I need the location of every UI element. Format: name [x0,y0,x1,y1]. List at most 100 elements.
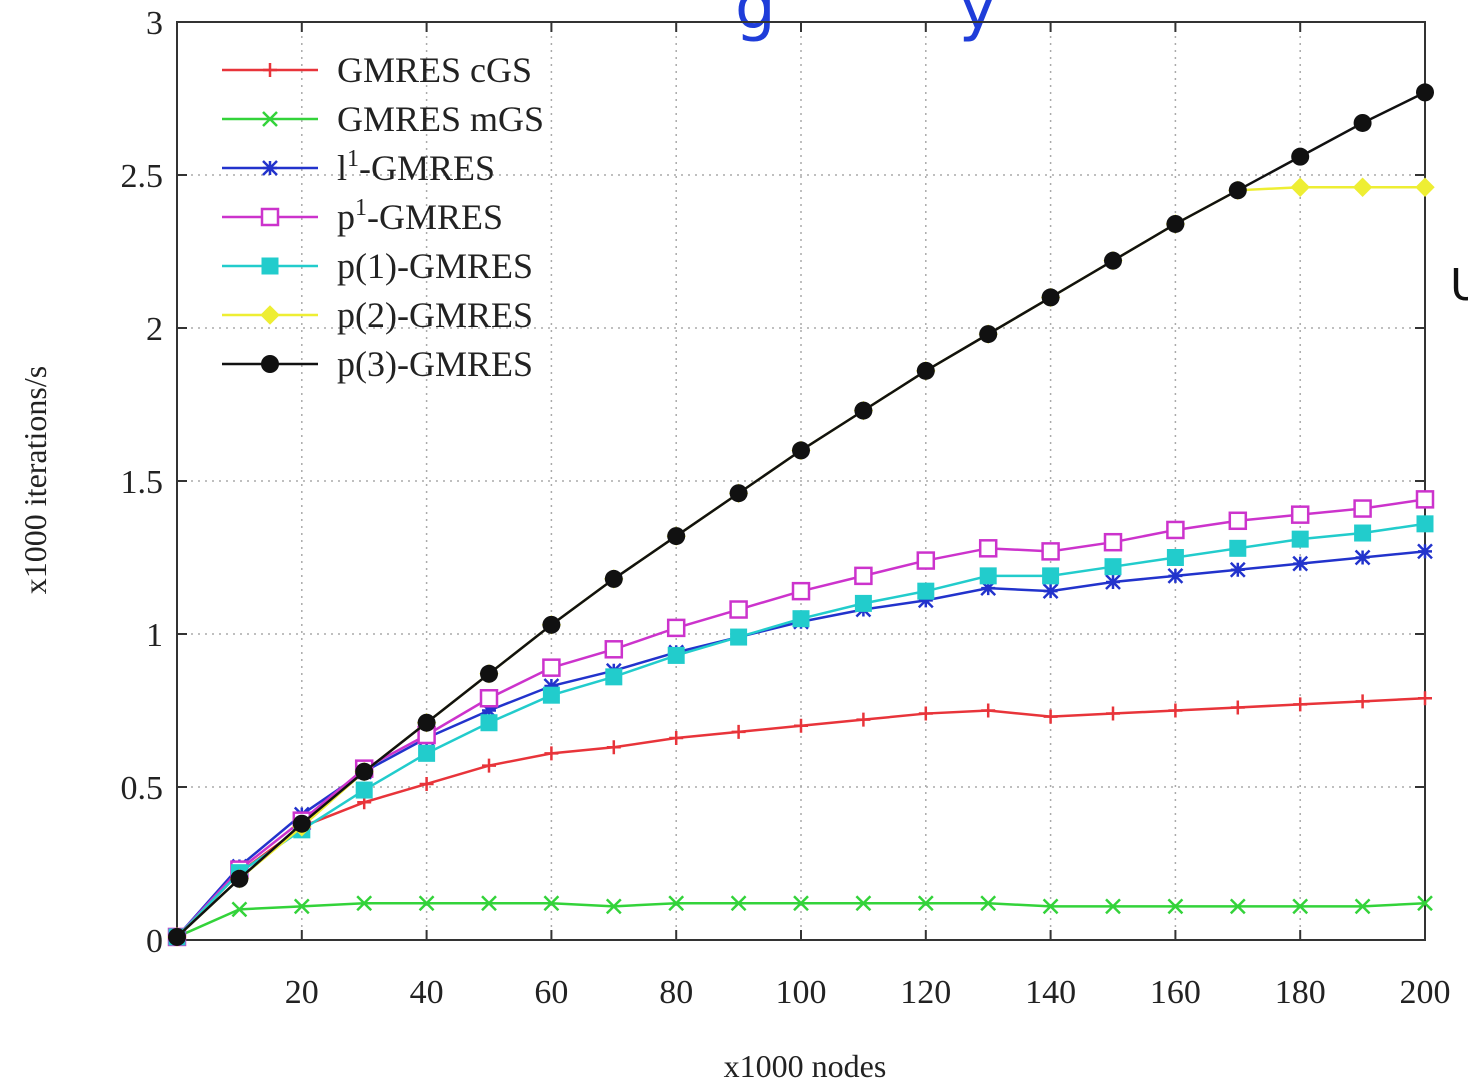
data-point [980,895,997,912]
data-point [604,569,623,588]
data-point [1229,898,1246,915]
data-point [293,898,310,915]
data-point [1166,549,1184,566]
data-point [1355,694,1370,709]
data-point [1228,181,1247,200]
data-point [1290,505,1310,524]
x-tick-label: 60 [534,974,568,1011]
data-point [355,781,373,799]
legend-label: GMRES mGS [337,99,544,139]
x-axis-ticks: 20 40 60 80 100 120 140 160 180 200 [285,22,1451,1011]
data-point [605,898,622,915]
legend-swatch-marker [260,207,280,227]
data-point [1354,524,1372,542]
legend-label: p1-GMRES [337,195,503,237]
data-point [1353,499,1372,518]
data-point [1104,251,1122,270]
series-lines [167,83,1435,947]
data-point [1292,555,1309,572]
y-tick-label: 3 [146,5,163,42]
legend-entry: p(2)-GMRES [222,295,533,335]
data-point [418,895,435,912]
legend-entry: l1-GMRES [222,146,495,188]
legend-entry: p1-GMRES [222,195,503,237]
data-point [918,706,933,721]
data-point [418,744,436,762]
data-point [1104,558,1122,576]
data-point [729,600,748,619]
legend-label: p(2)-GMRES [337,295,533,335]
x-tick-label: 120 [900,974,951,1011]
data-point [730,895,747,912]
data-point [1042,567,1060,585]
y-tick-label: 1.5 [121,464,164,501]
data-point [542,686,560,704]
data-point [605,668,623,686]
data-point [669,731,684,746]
y-axis-ticks: 0 0.5 1 1.5 2 2.5 3 [121,5,1425,960]
data-point [854,401,873,420]
legend-label: p(1)-GMRES [337,246,533,286]
data-point [792,610,810,628]
series-gmres-mgs [169,895,1433,945]
y-axis-label: x1000 iterations/s [17,366,53,594]
legend-label: l1-GMRES [337,146,495,188]
data-point [731,724,746,739]
data-point [1041,288,1060,307]
legend-swatch-marker [262,160,278,176]
y-tick-label: 0 [146,923,163,960]
data-point [978,539,998,558]
data-point [1229,539,1247,557]
data-point [1293,697,1308,712]
data-point [544,746,559,761]
data-point [1415,177,1435,197]
data-point [356,895,373,912]
data-point [230,869,249,888]
legend-label: GMRES cGS [337,50,532,90]
y-tick-label: 2.5 [121,158,164,195]
data-point [1228,511,1248,531]
y-tick-label: 0.5 [121,770,164,807]
data-point [979,325,998,344]
data-point [479,689,499,708]
data-point [1042,898,1059,915]
data-point [1103,532,1123,552]
data-point [667,527,686,546]
data-point [917,895,934,912]
data-point [1168,703,1183,718]
x-tick-label: 160 [1150,974,1201,1011]
data-point [1166,214,1185,233]
data-point [1418,691,1432,706]
data-point [543,895,560,912]
legend-entry: GMRES cGS [222,50,532,90]
data-point [542,615,561,634]
data-point [1167,898,1184,915]
data-point [1417,895,1433,912]
x-tick-label: 200 [1400,974,1451,1011]
data-point [542,658,561,677]
data-point [482,758,496,773]
data-point [1105,574,1121,590]
data-point [480,664,498,683]
data-point [231,901,248,918]
side-text-fragment: U [1450,260,1468,311]
data-point [791,581,811,601]
data-point [417,713,436,732]
series-p1-gmres [167,490,1435,947]
data-point [1105,898,1121,915]
legend-swatch-marker [260,305,280,325]
data-point [792,441,810,460]
x-tick-label: 80 [659,974,693,1011]
data-point [1354,898,1371,915]
legend-entry: p(1)-GMRES [222,246,533,286]
x-tick-label: 180 [1275,974,1326,1011]
data-point [917,592,934,609]
legend-swatch-marker [261,257,279,275]
data-point [1354,549,1371,566]
legend-swatch-marker [263,63,277,77]
data-point [1353,113,1372,132]
data-point [1415,490,1435,509]
data-point [917,582,935,600]
data-point [981,703,996,718]
